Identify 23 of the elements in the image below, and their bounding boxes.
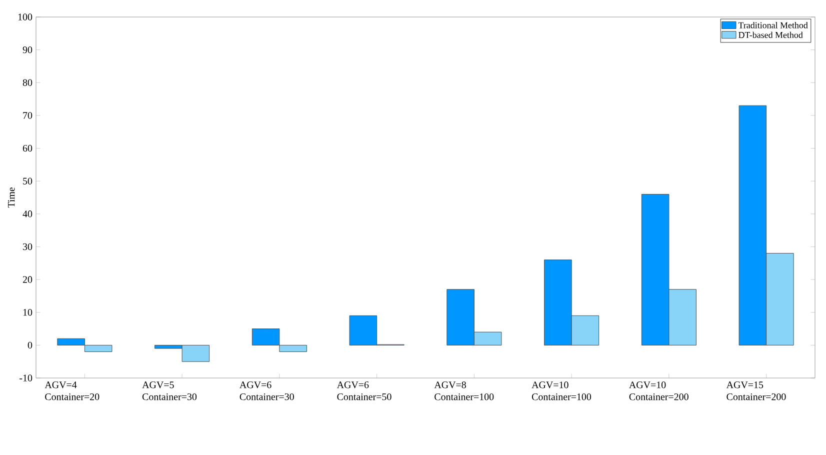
y-tick-label: 60	[22, 144, 32, 152]
y-tick-label: 20	[22, 276, 32, 283]
y-axis-title: Time	[8, 188, 15, 208]
x-tick-label: AGV=8 Container=100	[434, 382, 494, 400]
x-tick-label: AGV=6 Container=50	[336, 382, 392, 400]
x-tick-label: AGV=15 Container=200	[726, 382, 786, 400]
x-tick-label: AGV=4 Container=20	[44, 382, 100, 400]
x-tick-label: AGV=6 Container=30	[240, 382, 294, 400]
y-tick-label: 30	[23, 243, 32, 250]
y-tick-label: 80	[22, 79, 32, 86]
y-tick-label: 50	[23, 178, 32, 184]
y-tick-label: -10	[20, 374, 32, 382]
x-tick-label: AGV=10 Container=100	[532, 382, 592, 400]
y-tick-label: 90	[22, 46, 32, 54]
y-tick-label: 40	[22, 210, 32, 218]
legend-label: Traditional Method	[738, 22, 808, 28]
x-tick-label: AGV=10 Container=200	[629, 382, 688, 400]
y-tick-label: 70	[23, 112, 32, 119]
y-tick-label: 100	[18, 14, 32, 20]
y-tick-label: 0	[28, 342, 32, 349]
x-tick-label: AGV=5 Container=30	[142, 382, 197, 400]
legend-label: DT-based Method	[738, 32, 803, 38]
y-tick-label: 10	[23, 309, 32, 316]
